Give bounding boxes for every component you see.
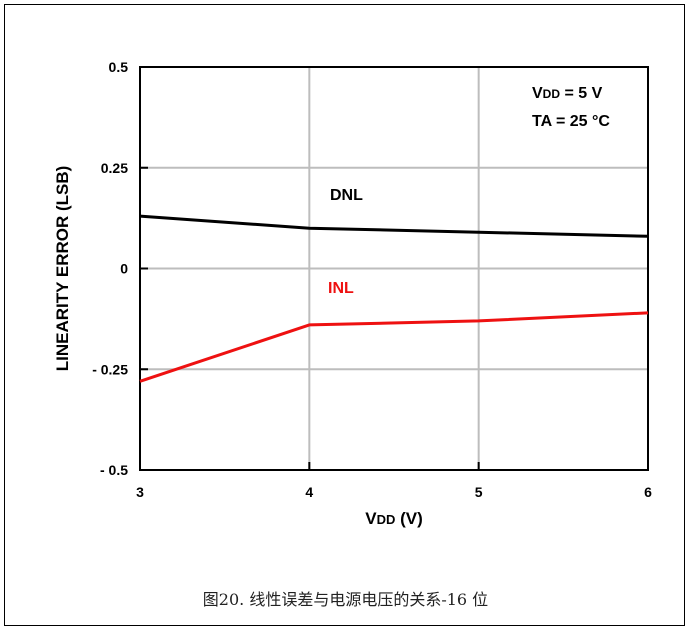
- y-tick-label-4: - 0.5: [100, 462, 128, 478]
- linearity-error-chart: 3 4 5 6 0.5 0.25 0 - 0.25 - 0.5 DNL INL VDD = 5 …: [53, 59, 652, 528]
- x-tick-label-1: 4: [305, 484, 313, 500]
- y-tick-label-2: 0: [120, 261, 128, 277]
- x-tick-label-3: 6: [644, 484, 652, 500]
- series-line-inl: [139, 311, 649, 383]
- condition-vdd: VDD = 5 V: [532, 85, 603, 102]
- figure-caption: 图20. 线性误差与电源电压的关系-16 位: [202, 590, 489, 609]
- y-axis-label: LINEARITY ERROR (LSB): [53, 166, 72, 372]
- x-axis-label: VDD (V): [365, 509, 423, 528]
- tick-labels: 3 4 5 6 0.5 0.25 0 - 0.25 - 0.5: [92, 59, 652, 500]
- inl-series-label: INL: [328, 280, 354, 297]
- figure-frame: [4, 4, 685, 626]
- y-tick-label-3: - 0.25: [92, 361, 128, 377]
- y-tick-label-0: 0.5: [109, 59, 129, 75]
- series-line-dnl: [139, 214, 649, 238]
- series-layer: [139, 214, 649, 383]
- condition-temperature: TA = 25 °C: [532, 113, 610, 130]
- x-tick-label-2: 5: [475, 484, 483, 500]
- y-tick-label-1: 0.25: [101, 160, 128, 176]
- x-tick-label-0: 3: [136, 484, 144, 500]
- dnl-series-label: DNL: [330, 187, 363, 204]
